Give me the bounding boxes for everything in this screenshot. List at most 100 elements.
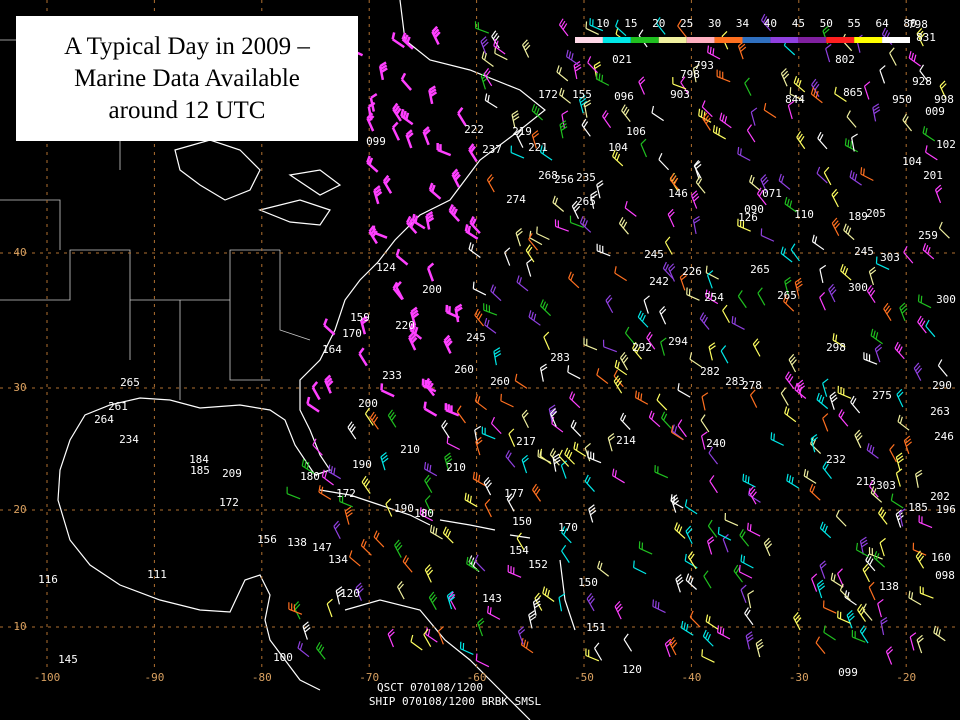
barb-flag xyxy=(437,626,444,632)
barb-flag xyxy=(422,508,425,516)
barb-flag xyxy=(336,589,343,595)
barb-flag xyxy=(780,68,787,74)
wind-barb xyxy=(602,110,612,129)
barb-flag xyxy=(551,411,558,417)
wind-barb xyxy=(658,153,670,171)
barb-flag xyxy=(922,243,927,251)
barb-flag xyxy=(624,109,630,116)
wind-barb xyxy=(623,633,633,652)
barb-shaft xyxy=(873,557,886,568)
station-label: 798 xyxy=(680,68,700,81)
barb-flag xyxy=(751,176,755,184)
barb-flag xyxy=(302,621,309,627)
barb-flag xyxy=(590,190,598,196)
barb-flag xyxy=(842,265,846,273)
barb-flag xyxy=(780,246,784,254)
wind-barb xyxy=(445,304,460,319)
barb-shaft xyxy=(426,267,435,282)
barb-flag xyxy=(368,101,376,108)
barb-flag xyxy=(410,336,418,344)
wind-barb xyxy=(862,603,873,621)
barb-flag xyxy=(528,610,535,616)
wind-barb xyxy=(868,479,879,498)
barb-flag xyxy=(685,573,690,581)
barb-flag xyxy=(718,128,721,136)
barb-flag xyxy=(684,553,687,561)
wind-barb xyxy=(709,475,718,494)
barb-flag xyxy=(700,414,706,421)
station-label: 021 xyxy=(612,53,632,66)
barb-flag xyxy=(702,629,707,637)
wind-barb xyxy=(677,419,687,438)
barb-flag xyxy=(835,509,840,517)
barb-flag xyxy=(432,526,435,534)
barb-flag xyxy=(915,469,922,475)
barb-shaft xyxy=(705,296,719,305)
barb-shaft xyxy=(531,134,537,149)
barb-shaft xyxy=(794,282,800,297)
barb-shaft xyxy=(674,528,686,539)
barb-flag xyxy=(647,334,653,341)
barb-flag xyxy=(455,306,463,313)
wind-barb xyxy=(851,630,866,643)
barb-flag xyxy=(818,394,823,402)
barb-flag xyxy=(860,539,868,545)
barb-shaft xyxy=(613,375,624,388)
barb-flag xyxy=(780,387,787,394)
barb-flag xyxy=(664,236,671,243)
barb-flag xyxy=(406,132,414,139)
barb-flag xyxy=(411,213,416,222)
barb-flag xyxy=(913,54,917,62)
barb-flag xyxy=(335,586,343,592)
barb-shaft xyxy=(939,227,950,239)
barb-shaft xyxy=(691,195,698,209)
barb-flag xyxy=(613,375,619,382)
barb-flag xyxy=(806,470,809,478)
wind-barb xyxy=(937,359,948,377)
barb-shaft xyxy=(425,633,438,643)
barb-flag xyxy=(879,537,886,544)
barb-flag xyxy=(514,373,518,381)
wind-barb xyxy=(395,248,409,266)
barb-shaft xyxy=(863,358,878,365)
wind-barb xyxy=(677,19,687,38)
wind-barb xyxy=(423,461,438,477)
barb-flag xyxy=(599,562,603,570)
wind-barb xyxy=(448,591,457,610)
barb-flag xyxy=(835,334,838,342)
wind-barb xyxy=(902,113,913,132)
barb-shaft xyxy=(746,129,756,143)
barb-flag xyxy=(323,318,328,326)
barb-shaft xyxy=(358,353,368,367)
barb-flag xyxy=(903,435,911,442)
wind-barb xyxy=(844,138,859,153)
barb-flag xyxy=(637,310,642,318)
barb-flag xyxy=(844,267,849,275)
barb-flag xyxy=(683,622,686,630)
barb-flag xyxy=(708,446,714,454)
barb-flag xyxy=(908,51,912,59)
barb-flag xyxy=(896,344,901,351)
barb-flag xyxy=(382,457,389,464)
wind-barb xyxy=(484,317,497,334)
barb-flag xyxy=(382,174,390,182)
barb-shaft xyxy=(816,399,829,410)
barb-shaft xyxy=(514,380,528,389)
barb-flag xyxy=(839,583,844,591)
barb-flag xyxy=(811,436,818,443)
barb-shaft xyxy=(656,22,666,35)
barb-shaft xyxy=(846,614,853,629)
barb-flag xyxy=(412,312,420,319)
barb-shaft xyxy=(868,271,875,286)
barb-flag xyxy=(312,438,317,446)
barb-flag xyxy=(468,242,472,250)
barb-flag xyxy=(532,133,540,139)
station-label: 793 xyxy=(694,59,714,72)
wind-barb xyxy=(815,636,826,654)
wind-barb xyxy=(360,315,369,335)
wind-barb xyxy=(571,200,581,219)
barb-flag xyxy=(674,426,678,434)
barb-flag xyxy=(869,266,876,272)
barb-flag xyxy=(602,110,607,117)
